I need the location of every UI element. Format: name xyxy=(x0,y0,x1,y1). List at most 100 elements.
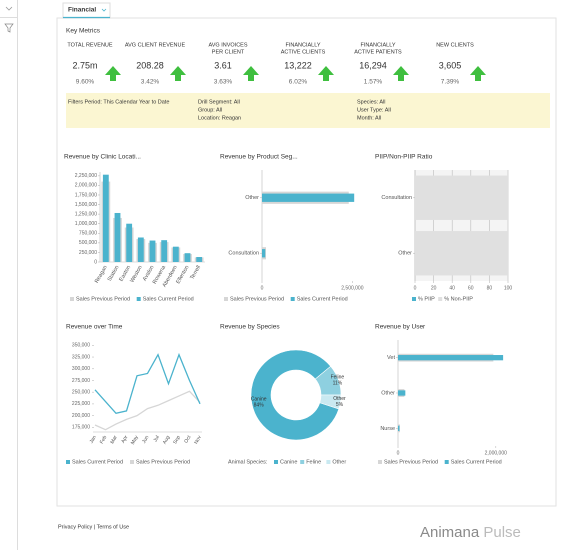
bar xyxy=(196,257,203,262)
legend-swatch xyxy=(438,297,443,301)
line xyxy=(94,390,201,431)
bar xyxy=(262,193,355,202)
legend-swatch xyxy=(444,460,449,464)
brand-name: Animana xyxy=(420,524,480,541)
legend-swatch xyxy=(136,297,141,301)
y-tick-label: Consultation xyxy=(381,195,412,201)
line xyxy=(94,352,201,414)
slice-value: 84% xyxy=(254,402,265,408)
metric-label: TOTAL REVENUE xyxy=(67,42,112,48)
y-tick-label: 1,750,000 xyxy=(75,192,97,198)
filter-drill: Group: All xyxy=(198,107,222,113)
y-tick-label: 750,000 xyxy=(79,231,97,237)
metric-value: 16,294 xyxy=(359,60,387,70)
metric-label: FINANCIALLY xyxy=(360,42,395,48)
legend-label: % Non-PIIP xyxy=(444,296,473,302)
footer-links[interactable]: Privacy Policy | Terms of Use xyxy=(58,524,129,530)
bar xyxy=(137,237,144,262)
filter-icon[interactable] xyxy=(4,23,14,33)
up-arrow xyxy=(393,66,409,81)
x-tick-label: 0 xyxy=(397,450,400,456)
legend-swatch xyxy=(412,297,416,301)
x-tick-label: 100 xyxy=(504,285,513,291)
x-tick-label: Jan xyxy=(89,434,98,444)
legend-label: Sales Current Period xyxy=(451,459,502,465)
x-tick-label: Oct xyxy=(183,434,192,444)
metric-label: ACTIVE CLIENTS xyxy=(281,49,326,55)
chart-title: Revenue by User xyxy=(375,324,426,331)
y-tick-label: Nurse xyxy=(380,426,395,432)
tab-label[interactable]: Financial xyxy=(68,7,96,14)
chart-title: PIIP/Non-PIIP Ratio xyxy=(375,154,433,161)
slice-label: Canine xyxy=(251,396,267,402)
metric-label: FINANCIALLY xyxy=(285,42,320,48)
chart-title: Revenue by Species xyxy=(220,324,280,331)
metric-value: 208.28 xyxy=(136,60,164,70)
metric-change: 6.02% xyxy=(289,79,308,86)
bar xyxy=(262,249,266,258)
metric-value: 2.75m xyxy=(72,60,97,70)
y-tick-label: 225,000 xyxy=(72,401,90,407)
bar xyxy=(415,231,508,276)
y-tick-label: 175,000 xyxy=(72,425,90,431)
x-tick-label: 80 xyxy=(487,285,493,291)
x-tick-label: Feb xyxy=(99,434,109,445)
legend-swatch xyxy=(290,297,295,301)
filter-drill: Location: Reagan xyxy=(198,115,241,121)
x-tick-label: Aug xyxy=(162,434,172,445)
y-tick-label: 350,000 xyxy=(72,343,90,349)
bar xyxy=(172,246,179,262)
bar xyxy=(398,425,400,431)
up-arrow xyxy=(318,66,334,81)
bar xyxy=(415,175,508,220)
bar xyxy=(102,174,109,262)
up-arrow xyxy=(243,66,259,81)
legend-label: Sales Current Period xyxy=(72,459,123,465)
legend-label: Sales Current Period xyxy=(143,296,194,302)
legend-swatch xyxy=(326,460,331,464)
legend-label: Other xyxy=(332,459,346,465)
legend-swatch xyxy=(70,297,74,301)
filter-other: Month: All xyxy=(357,115,381,121)
up-arrow xyxy=(105,66,121,81)
x-tick-label: May xyxy=(130,434,140,446)
y-tick-label: 500,000 xyxy=(79,240,97,246)
x-tick-label: Sep xyxy=(172,434,182,445)
chart-title: Revenue over Time xyxy=(66,324,123,331)
slice-value: 5% xyxy=(336,402,344,408)
legend-swatch xyxy=(300,460,305,464)
x-tick-label: 20 xyxy=(431,285,437,291)
x-tick-label: 60 xyxy=(468,285,474,291)
filter-drill: Drill Segment: All xyxy=(198,99,240,105)
brand-product: Pulse xyxy=(483,524,521,541)
bar xyxy=(149,240,156,262)
x-tick-label: 2,000,000 xyxy=(485,450,507,456)
y-tick-label: 275,000 xyxy=(72,378,90,384)
x-tick-label: Nov xyxy=(193,434,203,445)
bar xyxy=(398,355,504,361)
x-tick-label: 2,500,000 xyxy=(341,285,363,291)
sidebar-toggle[interactable] xyxy=(5,6,13,11)
key-metrics-title: Key Metrics xyxy=(66,28,101,35)
metric-change: 3.63% xyxy=(214,79,233,86)
donut-slice xyxy=(250,349,340,441)
bar xyxy=(184,253,191,262)
legend-label: Sales Previous Period xyxy=(76,296,130,302)
legend-swatch xyxy=(274,460,278,464)
y-tick-label: 0 xyxy=(94,259,97,265)
y-tick-label: 325,000 xyxy=(72,354,90,360)
filter-other: User Type: All xyxy=(357,107,391,113)
legend-swatch xyxy=(378,460,382,464)
tab-caret[interactable] xyxy=(101,8,107,12)
y-tick-label: 2,250,000 xyxy=(75,173,97,179)
filter-other: Species: All xyxy=(357,99,385,105)
x-tick-label: Mar xyxy=(109,434,119,445)
metric-label: AVG CLIENT REVENUE xyxy=(125,42,186,48)
bar xyxy=(398,390,406,396)
metric-label: PER CLIENT xyxy=(212,49,245,55)
y-tick-label: 250,000 xyxy=(79,250,97,256)
x-tick-label: Jun xyxy=(141,434,150,444)
chart-title: Revenue by Product Seg... xyxy=(220,154,298,161)
metric-label: ACTIVE PATIENTS xyxy=(354,49,402,55)
